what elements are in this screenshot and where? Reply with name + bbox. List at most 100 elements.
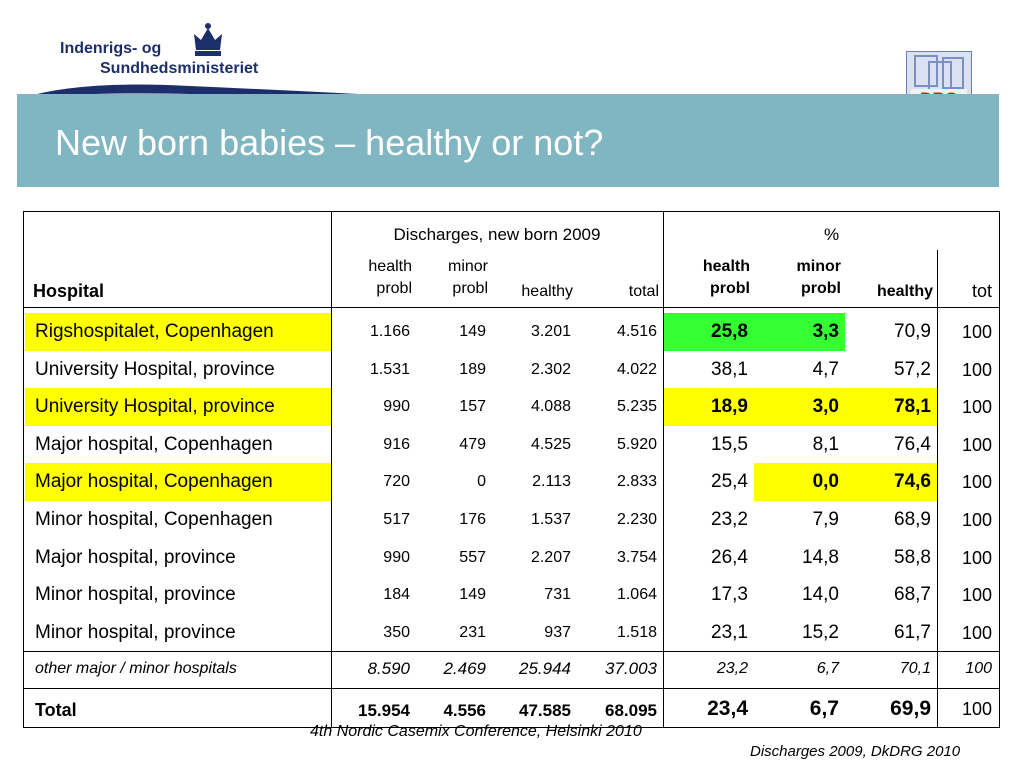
table-cell-healthy: 2.207 [530, 549, 571, 566]
table-cell-p-healthy: 76,4 [894, 434, 931, 455]
table-cell-health: 990 [383, 398, 410, 415]
table-cell-health: 1.531 [369, 361, 410, 378]
col-divider-pct [663, 211, 664, 728]
table-cell-p-tot: 100 [961, 435, 992, 455]
table-cell-total: 5.920 [616, 436, 657, 453]
title-banner: New born babies – healthy or not? [17, 94, 999, 187]
table-cell-p-healthy: 58,8 [894, 547, 931, 568]
table-cell-health: 916 [383, 436, 410, 453]
other-row-p-minor: 6,7 [816, 660, 839, 677]
table-cell-p-health: 23,1 [711, 622, 748, 643]
table-cell-minor: 157 [459, 398, 486, 415]
group-header-discharges: Discharges, new born 2009 [393, 225, 601, 244]
col-divider-tot [937, 250, 938, 728]
table-row-hospital: Major hospital, province [35, 547, 236, 568]
table-cell-health: 350 [383, 624, 410, 641]
other-row-divider [23, 651, 1000, 652]
col-header-pct-tot: tot [971, 281, 992, 301]
table-cell-healthy: 3.201 [530, 323, 571, 340]
table-cell-minor: 149 [459, 586, 486, 603]
ministry-logo: Indenrigs- og Sundhedsministeriet [20, 22, 360, 98]
table-cell-total: 3.754 [616, 549, 657, 566]
table-row-hospital: Minor hospital, province [35, 584, 236, 605]
col-header-health-probl-line2: probl [376, 280, 412, 297]
table-cell-p-healthy: 68,9 [894, 509, 931, 530]
table-cell-total: 1.518 [616, 624, 657, 641]
table-cell-p-minor: 14,0 [802, 584, 839, 605]
table-cell-p-tot: 100 [961, 360, 992, 380]
table-cell-p-tot: 100 [961, 472, 992, 492]
table-row-hospital: Minor hospital, Copenhagen [35, 509, 273, 530]
conference-footer: 4th Nordic Casemix Conference, Helsinki … [310, 723, 642, 740]
table-cell-p-healthy: 78,1 [845, 388, 937, 426]
table-cell-total: 2.833 [616, 473, 657, 490]
col-header-pct-minor-line1: minor [796, 258, 841, 275]
group-header-percent: % [823, 225, 840, 244]
table-cell-minor: 557 [459, 549, 486, 566]
table-cell-p-tot: 100 [961, 623, 992, 643]
other-row-total: 37.003 [605, 659, 657, 678]
table-cell-p-tot: 100 [961, 322, 992, 342]
page-title: New born babies – healthy or not? [55, 122, 604, 163]
col-header-health-probl-line1: health [368, 258, 412, 275]
total-row-health: 15.954 [358, 701, 410, 720]
table-cell-healthy: 4.525 [530, 436, 571, 453]
col-header-healthy: healthy [521, 283, 573, 300]
table-row-hospital: Major hospital, Copenhagen [25, 463, 331, 501]
table-cell-healthy: 2.302 [530, 361, 571, 378]
table-cell-health: 184 [383, 586, 410, 603]
col-divider-hospital [331, 211, 332, 728]
total-row-p-minor: 6,7 [809, 697, 839, 720]
table-cell-p-minor: 7,9 [812, 509, 839, 530]
col-header-total: total [628, 283, 659, 300]
table-row-hospital: Major hospital, Copenhagen [35, 434, 273, 455]
other-row-minor: 2.469 [443, 659, 486, 678]
table-row-hospital: Rigshospitalet, Copenhagen [25, 313, 331, 351]
total-row-p-health: 23,4 [707, 697, 748, 720]
table-cell-p-health: 18,9 [663, 388, 754, 426]
table-cell-p-health: 15,5 [711, 434, 748, 455]
header-divider [23, 307, 1000, 308]
other-row-health: 8.590 [367, 659, 410, 678]
col-header-pct-health-line2: probl [710, 280, 750, 297]
table-cell-health: 1.166 [369, 323, 410, 340]
col-header-pct-health-line1: health [702, 258, 750, 275]
table-cell-p-health: 23,2 [711, 509, 748, 530]
table-cell-p-healthy: 68,7 [894, 584, 931, 605]
table-cell-total: 5.235 [616, 398, 657, 415]
table-cell-total: 4.022 [616, 361, 657, 378]
table-cell-p-healthy: 70,9 [894, 321, 931, 342]
other-row-hospital: other major / minor hospitals [35, 660, 237, 677]
table-cell-total: 2.230 [616, 511, 657, 528]
ministry-name-line1: Indenrigs- og [60, 40, 162, 57]
other-row-p-health: 23,2 [716, 660, 748, 677]
table-cell-p-minor: 15,2 [802, 622, 839, 643]
table-cell-minor: 176 [459, 511, 486, 528]
table-cell-p-minor: 3,0 [754, 388, 845, 426]
table-cell-healthy: 4.088 [530, 398, 571, 415]
table-cell-minor: 189 [459, 361, 486, 378]
table-cell-total: 1.064 [616, 586, 657, 603]
table-cell-p-minor: 0,0 [754, 463, 845, 501]
col-header-pct-healthy: healthy [876, 283, 933, 300]
total-row-divider [23, 688, 1000, 689]
table-cell-p-healthy: 74,6 [845, 463, 937, 501]
table-cell-minor: 231 [459, 624, 486, 641]
total-row-p-tot: 100 [961, 699, 992, 719]
table-cell-p-healthy: 61,7 [894, 622, 931, 643]
table-cell-p-health: 25,8 [663, 313, 754, 351]
table-cell-healthy: 1.537 [530, 511, 571, 528]
table-cell-p-tot: 100 [961, 548, 992, 568]
other-row-healthy: 25.944 [519, 659, 571, 678]
col-header-hospital: Hospital [33, 281, 105, 301]
table-cell-p-tot: 100 [961, 510, 992, 530]
crown-icon [194, 23, 222, 56]
table-cell-healthy: 2.113 [532, 473, 571, 490]
table-cell-p-health: 26,4 [711, 547, 748, 568]
table-row-hospital: University Hospital, province [25, 388, 331, 426]
total-row-label: Total [35, 700, 77, 720]
total-row-total: 68.095 [605, 701, 657, 720]
source-footer: Discharges 2009, DkDRG 2010 [750, 743, 961, 760]
table-cell-healthy: 731 [544, 586, 571, 603]
table-cell-health: 517 [383, 511, 410, 528]
